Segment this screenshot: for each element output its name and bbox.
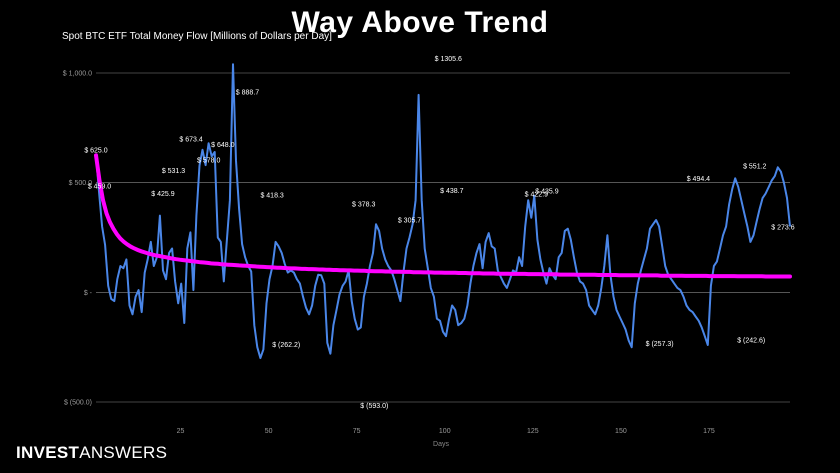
data-label: $ 305.7: [398, 217, 421, 224]
data-label: $ 494.4: [687, 176, 710, 183]
x-tick-label: 75: [353, 428, 361, 435]
logo-part-invest: INVEST: [16, 443, 80, 462]
data-label: $ 418.3: [260, 193, 283, 200]
y-tick-label: $ (500.0): [64, 400, 92, 407]
x-tick-label: 175: [703, 428, 715, 435]
data-label: $ (242.6): [737, 338, 765, 345]
y-tick-label: $ 500.0: [69, 180, 92, 187]
data-label: $ 378.3: [352, 201, 375, 208]
data-label: $ 648.0: [211, 142, 234, 149]
data-label: $ (262.2): [272, 342, 300, 349]
data-label: $ 425.9: [151, 191, 174, 198]
x-tick-label: 100: [439, 428, 451, 435]
data-label: $ 551.2: [743, 163, 766, 170]
series-line-flow: [95, 63, 791, 360]
data-label: $ (257.3): [646, 341, 674, 348]
data-label: $ 1305.6: [435, 56, 462, 63]
logo-part-answers: ANSWERS: [79, 443, 168, 462]
y-axis-ticks: $ 1,000.0 $ 500.0 $ - $ (500.0): [63, 71, 93, 407]
x-axis-ticks: 25 50 75 100 125 150 175: [177, 428, 715, 435]
chart-headline: Way Above Trend: [291, 6, 549, 39]
data-label: $ 422.9: [525, 192, 548, 199]
x-tick-label: 125: [527, 428, 539, 435]
data-label: $ 578.0: [197, 158, 220, 165]
y-tick-label: $ 1,000.0: [63, 71, 92, 78]
data-label: $ (593.0): [360, 403, 388, 410]
data-label: $ 531.3: [162, 168, 185, 175]
x-axis-title: Days: [433, 441, 449, 448]
data-label: $ 625.0: [84, 147, 107, 154]
y-tick-label: $ -: [84, 290, 93, 297]
data-labels: $ 625.0 $ 459.0 $ 425.9 $ 531.3 $ 673.4 $ 578…: [84, 56, 794, 410]
data-label: $ 273.6: [771, 224, 794, 231]
x-tick-label: 150: [615, 428, 627, 435]
invest-answers-logo: INVESTANSWERS: [16, 443, 167, 463]
x-tick-label: 25: [177, 428, 185, 435]
gridlines: [96, 72, 790, 403]
chart-subtitle: Spot BTC ETF Total Money Flow [Millions …: [62, 31, 332, 42]
x-tick-label: 50: [265, 428, 273, 435]
data-label: $ 888.7: [236, 89, 259, 96]
data-label: $ 459.0: [88, 184, 111, 191]
data-label: $ 673.4: [179, 137, 202, 144]
data-label: $ 438.7: [440, 188, 463, 195]
data-label: $ 435.9: [535, 189, 558, 196]
series-line-trend: [94, 153, 792, 279]
